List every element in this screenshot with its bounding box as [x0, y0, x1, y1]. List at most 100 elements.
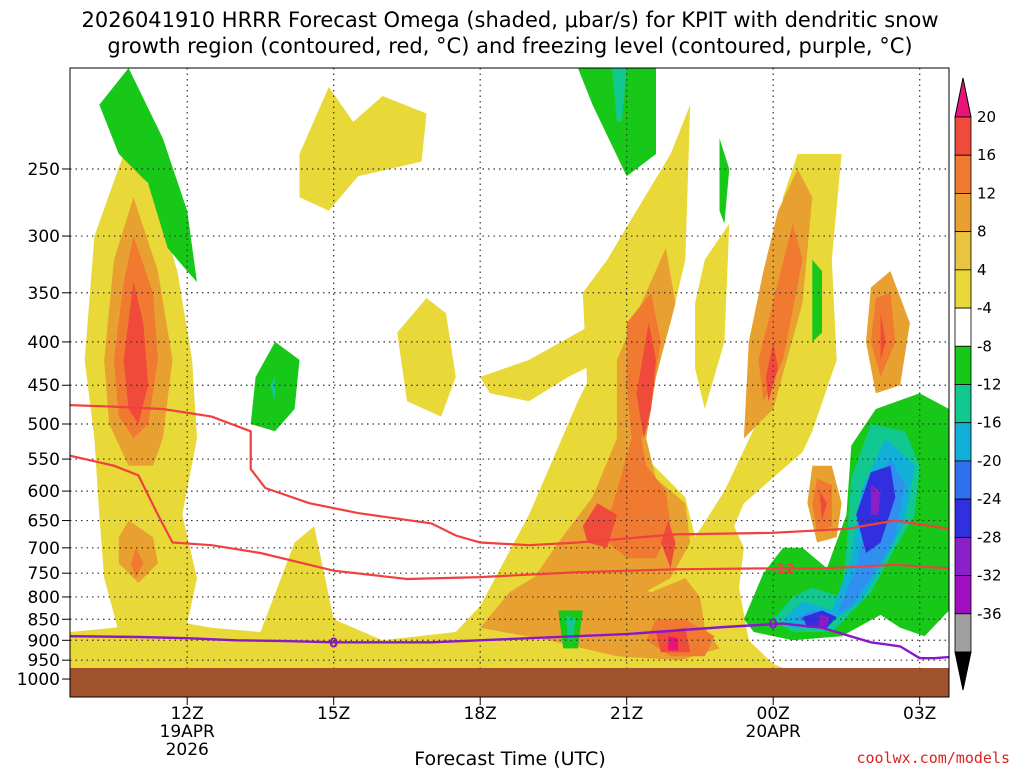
dgz-contour-lower [70, 404, 949, 547]
colorbar-label: -20 [977, 452, 1002, 470]
omega-region [812, 259, 822, 342]
omega-shading [70, 68, 949, 672]
omega-region [765, 341, 779, 402]
pressure-tick-label: 750 [28, 564, 60, 584]
colorbar-label: -24 [977, 490, 1002, 508]
colorbar-label: 12 [977, 184, 996, 202]
omega-region [299, 86, 427, 211]
freezing-contour-label: 0 [329, 636, 338, 651]
dgz-contour-upper [70, 454, 949, 581]
omega-region [480, 313, 613, 402]
pressure-tick-label: 650 [28, 512, 60, 532]
colorbar-segment [954, 116, 972, 156]
time-tick-label: 03Z [903, 704, 936, 724]
colorbar-segment [954, 154, 972, 194]
colorbar-segment [954, 269, 972, 309]
colorbar-label: 16 [977, 146, 996, 164]
pressure-tick-label: 300 [28, 227, 60, 247]
pressure-tick-label: 700 [28, 539, 60, 559]
colorbar-segment [954, 613, 972, 653]
freezing-contour-label: 0 [818, 618, 827, 633]
pressure-tick-label: 600 [28, 482, 60, 502]
colorbar-segment [954, 536, 972, 576]
time-tick-label: 21Z [610, 704, 643, 724]
colorbar-segment [954, 575, 972, 615]
colorbar-segment [954, 422, 972, 462]
grid-lines [70, 68, 949, 697]
time-tick-label: 15Z [317, 704, 350, 724]
omega-region [118, 520, 158, 583]
omega-region [668, 636, 678, 651]
omega-region [819, 614, 830, 626]
time-tick-date: 20APR [746, 722, 802, 742]
colorbar-segment [954, 193, 972, 233]
pressure-tick-label: 1000 [17, 670, 60, 690]
omega-region [397, 298, 456, 417]
pressure-tick-label: 500 [28, 415, 60, 435]
omega-region [131, 547, 144, 579]
colorbar-segment [954, 460, 972, 500]
colorbar-label: 8 [977, 223, 987, 241]
colorbar-label: -16 [977, 414, 1002, 432]
colorbar-segment [954, 345, 972, 385]
time-tick-date: 19APR [160, 722, 216, 742]
colorbar-segment [954, 498, 972, 538]
pressure-tick-label: 400 [28, 333, 60, 353]
colorbar-top-triangle [954, 77, 972, 118]
omega-region [565, 614, 576, 641]
omega-region [695, 223, 730, 409]
dgz-contour-label: -12 [771, 562, 795, 577]
contours: -12 0 0 0 [70, 404, 949, 660]
pressure-tick-label: 850 [28, 610, 60, 630]
pressure-tick-label: 950 [28, 651, 60, 671]
pressure-tick-label: 800 [28, 588, 60, 608]
colorbar-label: -12 [977, 376, 1002, 394]
time-tick-label: 12Z [171, 704, 204, 724]
time-tick-label: 00Z [757, 704, 790, 724]
omega-region [270, 377, 276, 402]
omega-region [123, 282, 149, 424]
colorbar-label: -36 [977, 605, 1002, 623]
omega-region [870, 484, 881, 515]
pressure-tick-label: 350 [28, 284, 60, 304]
x-axis-label: Forecast Time (UTC) [414, 748, 605, 768]
omega-region [582, 503, 617, 548]
pressure-tick-label: 900 [28, 631, 60, 651]
freezing-level-contour [70, 622, 949, 660]
colorbar-segment [954, 307, 972, 347]
omega-region [758, 223, 803, 402]
pressure-axis: 2503003504004505005506006507007508008509… [17, 160, 70, 690]
omega-region [577, 68, 656, 177]
omega-region [880, 313, 886, 360]
chart-title-line2: growth region (contoured, red, °C) and f… [107, 34, 912, 58]
ground-surface [70, 668, 949, 697]
colorbar-label: -32 [977, 567, 1002, 585]
colorbar-bottom-triangle [954, 651, 972, 691]
colorbar-label: 20 [977, 108, 996, 126]
colorbar-label: -28 [977, 528, 1002, 546]
plot-area: -12 0 0 0 [70, 68, 949, 697]
time-tick-label: 18Z [464, 704, 497, 724]
omega-region [99, 68, 197, 283]
pressure-tick-label: 550 [28, 450, 60, 470]
colorbar-label: 4 [977, 261, 987, 279]
omega-region [819, 491, 827, 521]
plot-frame [69, 67, 950, 698]
omega-region [660, 520, 676, 569]
colorbar-segment [954, 231, 972, 271]
colorbar-segment [954, 384, 972, 424]
omega-region [636, 323, 656, 439]
colorbar-label: -4 [977, 299, 992, 317]
site-credit: coolwx.com/models [856, 749, 1010, 767]
time-tick-year: 2026 [166, 740, 209, 760]
pressure-tick-label: 450 [28, 376, 60, 396]
colorbar-label: -8 [977, 337, 992, 355]
freezing-contour-label: 0 [769, 618, 778, 633]
omega-region [719, 138, 730, 224]
omega-colorbar: 20 16 12 8 4 -4 -8 -12 -16 -20 -24 -28 -32 -36 [954, 77, 1002, 691]
chart-title-line1: 2026041910 HRRR Forecast Omega (shaded, … [82, 8, 939, 32]
omega-region [612, 68, 627, 122]
pressure-tick-label: 250 [28, 160, 60, 180]
